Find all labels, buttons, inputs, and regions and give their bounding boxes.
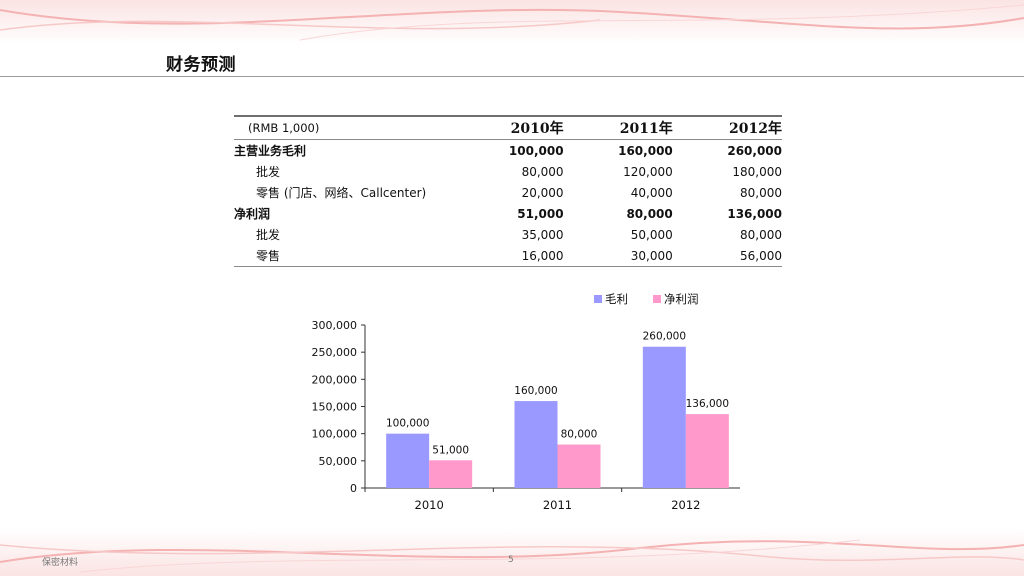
y-tick-label: 50,000 [319,455,358,468]
legend-swatch [594,295,602,303]
y-tick-label: 300,000 [312,319,358,332]
cell-value: 160,000 [618,143,673,158]
bar-net-profit [685,414,729,488]
table-row: 批发 80,000 120,000 180,000 [234,161,782,182]
cell-value: 100,000 [508,143,564,158]
cell-value: 260,000 [727,143,782,158]
bar-data-label: 260,000 [643,331,686,343]
cell-value: 80,000 [626,206,673,221]
cell-value: 56,000 [740,248,782,263]
x-category-label: 2011 [543,498,572,512]
bar-gross-profit [514,401,558,488]
row-label: 批发 [256,165,281,179]
cell-value: 80,000 [740,185,782,200]
year-header: 2010年 [510,121,564,137]
x-category-label: 2012 [671,498,700,512]
y-tick-label: 200,000 [312,373,358,386]
unit-label: (RMB 1,000) [248,121,320,135]
cell-value: 50,000 [630,227,673,242]
cell-value: 80,000 [740,227,782,242]
cell-value: 80,000 [521,164,564,179]
bar-data-label: 80,000 [561,429,598,441]
row-label: 主营业务毛利 [234,144,307,158]
cell-value: 120,000 [623,164,673,179]
y-tick-label: 0 [350,482,357,495]
row-label: 净利润 [234,207,271,221]
cell-value: 40,000 [630,185,673,200]
y-tick-label: 100,000 [312,428,358,441]
x-category-label: 2010 [415,498,444,512]
bar-data-label: 100,000 [386,418,429,430]
table-row: 零售 (门店、网络、Callcenter) 20,000 40,000 80,0… [234,182,782,203]
cell-value: 35,000 [521,227,564,242]
cell-value: 136,000 [727,206,782,221]
year-header: 2011年 [619,121,673,137]
bar-data-label: 136,000 [686,398,729,410]
cell-value: 30,000 [630,248,673,263]
table-row: 零售 16,000 30,000 56,000 [234,245,782,267]
table-row: 净利润 51,000 80,000 136,000 [234,203,782,224]
profit-bar-chart: 0 50,000 100,000 150,000 200,000 250,000 300,0… [312,292,740,512]
table-row: 主营业务毛利 100,000 160,000 260,000 [234,140,782,162]
y-tick-label: 250,000 [312,346,358,359]
bar-gross-profit [386,433,430,488]
row-label: 批发 [256,228,281,242]
row-label: 零售 (门店、网络、Callcenter) [256,186,427,200]
financial-forecast-table: (RMB 1,000) 2010年 2011年 2012年 主营业务毛利 100… [234,115,782,267]
page-number: 5 [508,555,514,565]
cell-value: 20,000 [521,185,564,200]
legend-swatch [653,295,661,303]
y-tick-label: 150,000 [312,401,358,414]
bar-data-label: 160,000 [514,385,557,397]
title-divider [0,76,1024,77]
row-label: 零售 [256,249,281,263]
year-header: 2012年 [729,121,782,137]
table-header-row: (RMB 1,000) 2010年 2011年 2012年 [234,116,782,140]
bar-gross-profit [642,346,686,488]
confidential-label: 保密材料 [42,558,79,568]
page-title: 财务预测 [166,55,236,75]
bar-net-profit [429,460,473,488]
legend-label: 毛利 [605,292,628,306]
cell-value: 51,000 [517,206,564,221]
cell-value: 16,000 [521,248,564,263]
cell-value: 180,000 [732,164,782,179]
bar-data-label: 51,000 [432,444,469,456]
table-row: 批发 35,000 50,000 80,000 [234,224,782,245]
bar-net-profit [557,444,601,488]
legend-label: 净利润 [664,292,699,306]
